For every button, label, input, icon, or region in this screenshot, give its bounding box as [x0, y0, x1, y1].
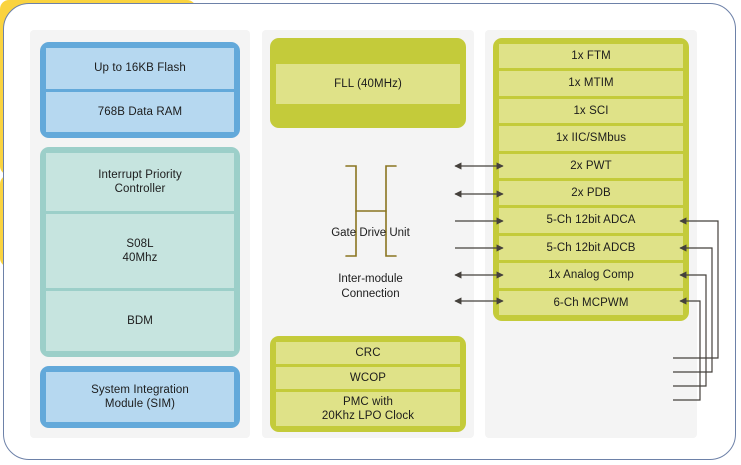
fll-cell: FLL (40MHz): [276, 64, 460, 104]
wire-gdu-analog-comp: [673, 271, 707, 387]
pmc-line-2: 20Khz LPO Clock: [321, 410, 415, 422]
inter-module-connection-block: Inter-module Connection: [0, 0, 403, 300]
wire-gdu-mcpwm: [673, 297, 701, 401]
cpu-line-2: 40Mhz: [122, 252, 158, 264]
memory-block: Up to 16KB Flash 768B Data RAM: [40, 42, 240, 138]
pmc-line-1: PMC with: [342, 395, 393, 408]
ipc-line-2: Controller: [114, 183, 166, 195]
cell-wcop: WCOP: [276, 367, 460, 389]
ipc-line-1: Interrupt Priority: [98, 168, 182, 181]
peripherals-block: 1x FTM 1x MTIM 1x SCI 1x IIC/SMbus 2x PW…: [493, 38, 689, 321]
cell-pmc: PMC with 20Khz LPO Clock: [276, 392, 460, 426]
sim-line-1: System Integration: [91, 383, 189, 396]
cell-crc: CRC: [276, 342, 460, 364]
system-peripherals-block: CRC WCOP PMC with 20Khz LPO Clock: [270, 336, 466, 432]
peripheral-cell-mtim: 1x MTIM: [499, 71, 683, 96]
peripheral-cell-pwt: 2x PWT: [499, 153, 683, 179]
memory-cell-flash: Up to 16KB Flash: [46, 48, 234, 89]
gate-drive-unit-block: Gate Drive Unit: [0, 175, 410, 267]
wire-gdu-adcb: [673, 244, 713, 373]
peripheral-cell-mcpwm: 6-Ch MCPWM: [499, 290, 683, 316]
bus-label-line-1: Inter-module: [338, 273, 403, 286]
bus-h-glyph: [340, 163, 402, 264]
peripheral-cell-sci: 1x SCI: [499, 98, 683, 124]
core-cell-cpu: S08L 40Mhz: [46, 214, 234, 288]
wire-gdu-adca: [673, 217, 719, 359]
sim-block: System Integration Module (SIM): [40, 366, 240, 428]
peripheral-cell-analog-comp: 1x Analog Comp: [499, 263, 683, 288]
peripheral-cell-adca: 5-Ch 12bit ADCA: [499, 208, 683, 233]
cpu-line-1: S08L: [126, 237, 154, 250]
core-cell-interrupt-priority-controller: Interrupt Priority Controller: [46, 153, 234, 211]
core-block: Interrupt Priority Controller S08L 40Mhz…: [40, 147, 240, 357]
fll-block: FLL (40MHz): [270, 38, 466, 128]
gate-drive-unit-label: Gate Drive Unit: [331, 226, 410, 239]
sim-cell: System Integration Module (SIM): [46, 372, 234, 422]
peripheral-cell-ftm: 1x FTM: [499, 44, 683, 69]
peripheral-cell-pdb: 2x PDB: [499, 181, 683, 206]
memory-cell-ram: 768B Data RAM: [46, 91, 234, 132]
bus-label-line-2: Connection: [341, 288, 400, 300]
peripheral-cell-iic-smbus: 1x IIC/SMbus: [499, 126, 683, 151]
core-cell-bdm: BDM: [46, 291, 234, 351]
sim-line-2: Module (SIM): [104, 398, 176, 410]
peripheral-cell-adcb: 5-Ch 12bit ADCB: [499, 235, 683, 261]
